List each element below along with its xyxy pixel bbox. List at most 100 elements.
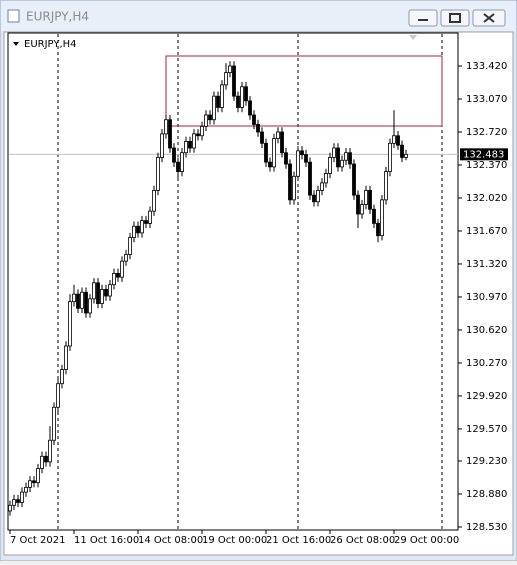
- candle-body: [224, 72, 228, 86]
- candle-body: [324, 173, 328, 184]
- candle-body: [360, 204, 364, 215]
- candle-body: [64, 345, 68, 370]
- candle-body: [20, 491, 24, 503]
- candle-body: [120, 260, 124, 278]
- candle-body: [364, 190, 368, 205]
- candle-body: [32, 480, 36, 484]
- candle-body: [80, 291, 84, 309]
- x-tick-label: 29 Oct 00:00: [394, 535, 459, 546]
- candle-body: [312, 194, 316, 203]
- candle-body: [156, 157, 160, 191]
- candle-body: [68, 301, 72, 347]
- candle-body: [272, 138, 276, 168]
- candle-body: [172, 147, 176, 163]
- candle-body: [336, 147, 340, 168]
- candle-body: [132, 225, 136, 238]
- candle-body: [296, 150, 300, 177]
- candle-body: [400, 144, 404, 158]
- x-tick-label: 19 Oct 00:00: [202, 535, 267, 546]
- candle-body: [320, 182, 324, 191]
- candle-body: [24, 486, 28, 493]
- candle-body: [308, 161, 312, 196]
- restore-icon: [449, 13, 461, 23]
- candle-body: [140, 220, 144, 234]
- x-tick-label: 26 Oct 08:00: [330, 535, 395, 546]
- candle-body: [232, 65, 236, 97]
- candle-body: [352, 163, 356, 196]
- candle-body: [268, 161, 272, 168]
- x-tick-label: 14 Oct 08:00: [138, 535, 203, 546]
- candle-body: [36, 468, 40, 484]
- window-icon: [7, 9, 20, 23]
- candle-body: [316, 190, 320, 203]
- minimize-button[interactable]: [408, 9, 438, 27]
- x-tick-label: 21 Oct 16:00: [266, 535, 331, 546]
- candle-body: [124, 254, 128, 262]
- candle-body: [92, 282, 96, 300]
- candle-body: [388, 142, 392, 172]
- candle-body: [380, 199, 384, 237]
- candle-body: [56, 383, 60, 408]
- candle-body: [260, 131, 264, 144]
- y-tick-label: 130.620: [466, 325, 507, 336]
- candle-body: [244, 86, 248, 102]
- candle-body: [28, 480, 32, 488]
- candle-body: [404, 153, 408, 158]
- candle-body: [252, 114, 256, 125]
- close-icon: [483, 13, 495, 23]
- candle-body: [328, 157, 332, 174]
- y-tick-label: 130.970: [466, 292, 507, 303]
- y-tick-label: 132.720: [466, 127, 507, 138]
- candle-body: [88, 298, 92, 314]
- candle-body: [104, 289, 108, 297]
- candle-body: [96, 282, 100, 304]
- candle-body: [216, 95, 220, 108]
- plot-area: [7, 32, 459, 531]
- last-price-box: [460, 148, 508, 161]
- candle-body: [164, 119, 168, 135]
- y-tick-label: 129.230: [466, 456, 507, 467]
- y-tick-label: 131.670: [466, 226, 507, 237]
- y-tick-label: 132.020: [466, 193, 507, 204]
- candle-body: [8, 504, 12, 512]
- y-tick-label: 133.070: [466, 94, 507, 105]
- symbol-menu-arrow[interactable]: [13, 42, 19, 46]
- candle-body: [176, 161, 180, 172]
- candle-body: [76, 293, 80, 309]
- candle-body: [160, 133, 164, 158]
- candle-body: [392, 135, 396, 144]
- candle-body: [44, 455, 48, 463]
- restore-button[interactable]: [440, 9, 470, 27]
- candle-body: [236, 95, 240, 108]
- candle-body: [344, 152, 348, 161]
- candle-body: [256, 124, 260, 133]
- y-tick-label: 133.420: [466, 61, 507, 72]
- candle-body: [84, 291, 88, 314]
- candle-body: [196, 133, 200, 137]
- rectangle-object: [165, 55, 443, 127]
- x-tick-label: 11 Oct 16:00: [74, 535, 139, 546]
- candle-body: [12, 499, 16, 506]
- candle-body: [264, 142, 268, 163]
- candle-body: [152, 190, 156, 212]
- y-tick-label: 129.920: [466, 391, 507, 402]
- candle-body: [192, 133, 196, 149]
- y-tick-label: 132.370: [466, 160, 507, 171]
- candle-body: [276, 131, 280, 139]
- candle-body: [72, 293, 76, 303]
- window-title: EURJPY,H4: [26, 10, 89, 24]
- candle-body: [52, 406, 56, 441]
- candle-body: [136, 225, 140, 234]
- y-tick-label: 131.320: [466, 259, 507, 270]
- candle-body: [248, 100, 252, 116]
- candle-body: [292, 175, 296, 201]
- candle-body: [116, 272, 120, 278]
- candle-body: [228, 65, 232, 73]
- candle-body: [376, 223, 380, 237]
- candle-body: [304, 154, 308, 163]
- y-tick-label: 130.270: [466, 358, 507, 369]
- symbol-label: EURJPY,H4: [24, 39, 77, 50]
- x-tick-label: 7 Oct 2021: [10, 535, 65, 546]
